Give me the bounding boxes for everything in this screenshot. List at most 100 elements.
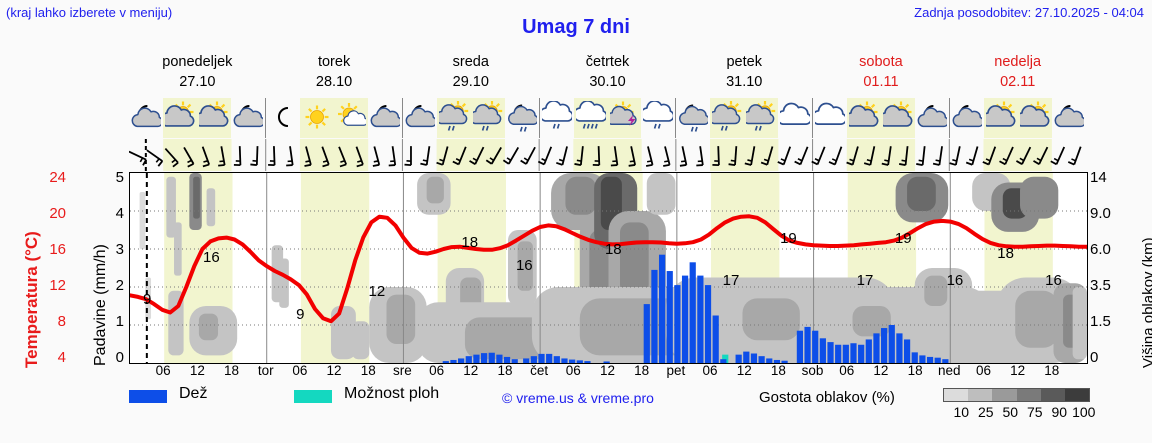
- day-icon-group-3: [540, 98, 677, 138]
- temperature-value-label: 12: [368, 283, 386, 301]
- temperature-value-label: 16: [946, 271, 964, 289]
- x-tick-26: 18: [1044, 363, 1060, 378]
- sun-icon: [299, 98, 334, 138]
- temperature-tick-4: 8: [57, 313, 66, 330]
- temperature-axis-title: Temperatura (°C): [2, 172, 41, 370]
- x-tick-14: 18: [634, 363, 650, 378]
- moon-cloud-icon: [231, 98, 265, 138]
- weather-plot[interactable]: 9 16 9 12 18 16 18 17 19 17 19 16 18 16: [129, 172, 1088, 364]
- day-header-row: ponedeljek 27.10 torek 28.10 sreda 29.10 četrt…: [129, 52, 1086, 94]
- cloud-heavy-rain-icon: [573, 98, 608, 138]
- cloud-scale-step-4: [1040, 389, 1065, 401]
- day-date: 01.11: [863, 74, 899, 90]
- x-tick-8: 06: [429, 363, 445, 378]
- day-date: 31.10: [726, 74, 763, 90]
- x-tick-1: 12: [189, 363, 205, 378]
- rain-legend-swatch: [129, 390, 167, 403]
- moon-cloud-rain-icon: [505, 98, 539, 138]
- x-tick-5: 12: [326, 363, 342, 378]
- x-tick-6: 18: [360, 363, 376, 378]
- cloud-scale-label-2: 50: [1002, 404, 1019, 420]
- cloud-rain-icon: [641, 98, 675, 138]
- sun-cloud-icon: [162, 98, 197, 138]
- x-tick-17: 12: [736, 363, 752, 378]
- temperature-tick-5: 4: [57, 349, 66, 366]
- temperature-value-label: 9: [143, 290, 152, 308]
- location-menu-hint: (kraj lahko izberete v meniju): [6, 5, 173, 20]
- temperature-value-label: 16: [203, 249, 220, 266]
- day-header-4: petek 31.10: [676, 52, 813, 94]
- temperature-value-label: 18: [997, 245, 1014, 263]
- moon-cloud-icon: [950, 98, 984, 138]
- page-title: Umag 7 dni: [522, 16, 630, 38]
- cloud-density-legend-title: Gostota oblakov (%): [759, 389, 895, 406]
- copyright-link[interactable]: © vreme.us & vreme.pro: [502, 390, 654, 406]
- x-tick-10: 18: [497, 363, 513, 378]
- x-tick-13: 12: [599, 363, 616, 378]
- temperature-tick-2: 16: [49, 241, 66, 258]
- x-tick-2: 18: [224, 363, 240, 378]
- day-date: 27.10: [179, 74, 216, 90]
- x-tick-16: 06: [702, 363, 718, 378]
- cloud-height-tick-3: 3.5: [1090, 277, 1111, 294]
- precipitation-tick-3: 2: [115, 277, 124, 294]
- moon-icon: [266, 98, 300, 138]
- showers-legend-swatch: [294, 390, 332, 403]
- sun-cloud-rain-icon: [710, 98, 745, 138]
- moon-cloud-rain-icon: [676, 98, 710, 138]
- day-icon-group-1: [266, 98, 403, 138]
- temperature-value-label: 19: [780, 230, 797, 247]
- cloud-height-tick-1: 9.0: [1090, 205, 1111, 222]
- cloud-rain-icon: [540, 98, 574, 138]
- x-tick-0: 06: [155, 363, 171, 378]
- wind-barb-strip: [128, 139, 1086, 171]
- x-tick-24: 06: [975, 363, 991, 378]
- x-tick-21: 12: [873, 363, 889, 378]
- day-header-2: sreda 29.10: [402, 52, 539, 94]
- cloud-height-tick-4: 1.5: [1090, 313, 1111, 330]
- cloud-scale-step-3: [1016, 389, 1041, 401]
- day-icon-group-0: [129, 98, 266, 138]
- day-header-6: nedelja 02.11: [949, 52, 1086, 94]
- sun-cloud-storm-icon: [607, 98, 642, 138]
- day-header-1: torek 28.10: [266, 52, 403, 94]
- cloud-scale-step-1: [968, 389, 993, 401]
- precipitation-tick-4: 1: [115, 313, 124, 330]
- sun-cloud-icon: [196, 98, 231, 138]
- showers-legend-label: Možnost ploh: [344, 385, 440, 402]
- moon-cloud-icon: [915, 98, 949, 138]
- day-name: torek: [317, 54, 351, 70]
- x-tick-18: 18: [770, 363, 786, 378]
- cloud-height-tick-5: 0: [1090, 349, 1099, 366]
- day-date: 29.10: [452, 74, 489, 90]
- temperature-value-label: 18: [461, 233, 479, 251]
- sun-cloud-rain-icon: [470, 98, 505, 138]
- temperature-value-label: 16: [1045, 271, 1062, 289]
- temperature-value-label: 19: [894, 230, 912, 247]
- day-date: 02.11: [1000, 74, 1036, 90]
- day-name: nedelja: [994, 54, 1042, 70]
- day-name: ponedeljek: [162, 54, 233, 70]
- precipitation-tick-5: 0: [115, 349, 124, 366]
- cloud-icon: [778, 98, 812, 138]
- temperature-axis-ticks: 24 20 16 12 8 4: [30, 166, 66, 372]
- temperature-tick-3: 12: [49, 277, 66, 294]
- x-tick-19: sob: [801, 363, 824, 378]
- sun-cloud-rain-icon: [744, 98, 779, 138]
- day-date: 30.10: [589, 74, 626, 90]
- day-icon-group-2: [403, 98, 540, 138]
- weather-icon-strip: [129, 98, 1086, 138]
- temperature-tick-0: 24: [49, 169, 66, 186]
- sun-small-cloud-icon: [333, 98, 368, 138]
- moon-cloud-icon: [403, 98, 437, 138]
- x-tick-22: 18: [907, 363, 923, 378]
- x-tick-7: sre: [393, 363, 412, 378]
- day-header-5: sobota 01.11: [813, 52, 950, 94]
- day-name: sobota: [859, 54, 903, 70]
- x-tick-4: 06: [292, 363, 308, 378]
- rain-legend-label: Dež: [179, 385, 208, 402]
- moon-cloud-icon: [1052, 98, 1086, 138]
- temperature-value-label: 17: [722, 271, 740, 289]
- temperature-value-label: 9: [296, 306, 305, 323]
- chart-legend: Dež Možnost ploh © vreme.us & vreme.pro …: [129, 385, 1149, 430]
